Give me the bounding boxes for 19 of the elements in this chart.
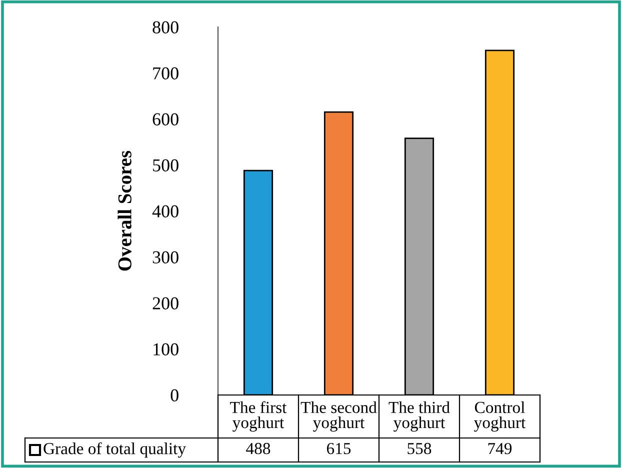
y-tick-label: 400 [152, 205, 178, 218]
y-tick-label: 800 [152, 21, 178, 34]
x-tick-label: The third yoghurt [388, 401, 450, 432]
y-tick-label: 700 [153, 67, 178, 80]
legend-label: Grade of total quality [44, 442, 186, 458]
data-label: 615 [326, 442, 351, 454]
y-tick-label: 200 [152, 297, 178, 310]
x-tick-label: Control yoghurt [474, 401, 526, 432]
x-tick-label: The second yoghurt [300, 401, 377, 432]
y-axis-title: Overall Scores [118, 150, 132, 271]
y-tick-label: 300 [152, 251, 178, 264]
y-tick-label: 0 [170, 389, 178, 402]
data-label: 488 [246, 442, 270, 454]
data-label: 749 [488, 442, 512, 454]
x-tick-label: The first yoghurt [230, 401, 287, 432]
y-tick-label: 600 [152, 113, 178, 126]
data-label: 558 [408, 442, 432, 454]
y-tick-label: 100 [154, 343, 178, 356]
y-tick-label: 500 [153, 159, 178, 172]
